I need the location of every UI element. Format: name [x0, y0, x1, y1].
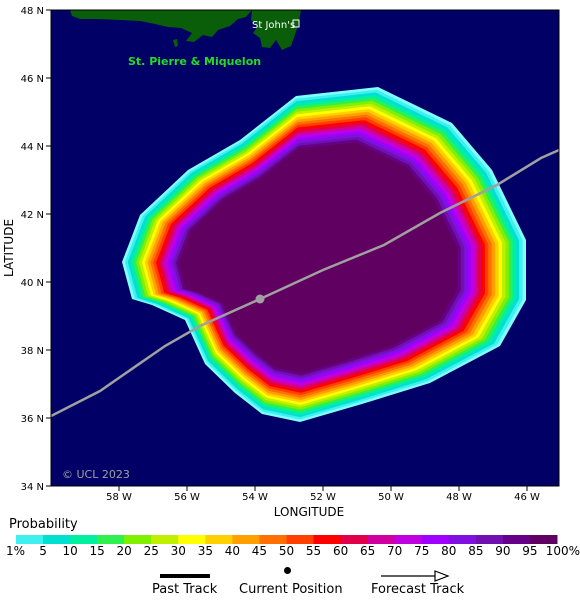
- legend-value-label: 35: [197, 544, 213, 558]
- legend-value-label: 25: [143, 544, 159, 558]
- past-track-label: Past Track: [152, 582, 218, 597]
- legend-color-swatch: [394, 535, 423, 544]
- legend-color-swatch: [475, 535, 504, 544]
- probability-legend-title: Probability: [9, 517, 78, 532]
- legend-color-swatch: [259, 535, 287, 544]
- legend-color-swatch: [97, 535, 125, 544]
- lat-tick-label: 38 N: [21, 346, 44, 357]
- legend-color-swatch: [502, 535, 531, 544]
- current-position-marker: [255, 294, 265, 304]
- legend-color-swatch: [124, 535, 152, 544]
- legend-color-swatch: [286, 535, 315, 544]
- lon-tick-label: 56 W: [174, 492, 200, 503]
- legend-value-label: 40: [224, 544, 241, 558]
- legend-value-label: 10: [62, 544, 78, 558]
- lon-tick-label: 54 W: [242, 492, 268, 503]
- legend-value-label: 1%: [6, 544, 26, 558]
- past-track-line-icon: [160, 574, 210, 578]
- legend-color-swatch: [448, 535, 477, 544]
- legend-value-label: 5: [39, 544, 47, 558]
- st-pierre-miquelon-land: [173, 39, 178, 47]
- legend-value-label: 60: [332, 544, 349, 558]
- lat-tick-label: 36 N: [21, 414, 44, 425]
- stpierre-label: St. Pierre & Miquelon: [128, 55, 261, 68]
- legend-value-label: 75: [414, 544, 430, 558]
- y-axis-title: LATITUDE: [2, 219, 16, 277]
- longitude-axis: 58 W 56 W 54 W 52 W 50 W 48 W 46 W: [106, 486, 540, 503]
- legend-color-swatch: [529, 535, 558, 544]
- forecast-arrow-icon: [381, 570, 450, 582]
- legend-value-label: 55: [305, 544, 322, 558]
- legend-value-label: 65: [360, 544, 376, 558]
- legend-value-label: 15: [89, 544, 105, 558]
- lon-tick-label: 58 W: [106, 492, 132, 503]
- legend-color-swatch: [205, 535, 233, 544]
- forecast-track-legend: Forecast Track: [368, 565, 478, 605]
- legend-color-swatch: [313, 535, 342, 544]
- current-position-dot-icon: [284, 567, 291, 574]
- legend-value-label: 45: [251, 544, 268, 558]
- legend-value-label: 50: [278, 544, 295, 558]
- lat-tick-label: 34 N: [21, 482, 44, 493]
- legend-color-swatch: [232, 535, 260, 544]
- legend-value-label: 85: [468, 544, 484, 558]
- legend-value-label: 30: [170, 544, 186, 558]
- lon-tick-label: 48 W: [446, 492, 472, 503]
- storm-track-line: [51, 148, 559, 418]
- legend-color-swatch: [178, 535, 206, 544]
- newfoundland-land: [70, 10, 301, 50]
- legend-color-swatch: [151, 535, 179, 544]
- current-position-label: Current Position: [239, 582, 343, 597]
- lat-tick-label: 46 N: [21, 74, 44, 85]
- legend-color-swatch: [421, 535, 450, 544]
- probability-swath: [122, 87, 526, 422]
- lon-tick-label: 52 W: [310, 492, 336, 503]
- lon-tick-label: 50 W: [378, 492, 404, 503]
- current-position-legend: Current Position: [236, 565, 346, 605]
- legend-color-swatch: [70, 535, 98, 544]
- lat-tick-label: 48 N: [21, 6, 44, 17]
- lat-tick-label: 40 N: [21, 278, 44, 289]
- legend-color-swatch: [367, 535, 396, 544]
- stjohns-label: St John's: [252, 20, 295, 31]
- probability-color-bar: [16, 535, 558, 544]
- copyright-text: © UCL 2023: [62, 468, 130, 481]
- map-frame: [50, 9, 560, 487]
- legend-value-label: 80: [441, 544, 457, 558]
- lat-tick-label: 42 N: [21, 210, 44, 221]
- legend-value-label: 90: [495, 544, 511, 558]
- legend-value-label: 70: [387, 544, 403, 558]
- probability-legend-labels: 1% 5 10 15 20 25 30 35 40 45 50 55 60 65 70 75 80 85 90 95 1…: [0, 544, 580, 560]
- legend-color-swatch: [43, 535, 71, 544]
- x-axis-title: LONGITUDE: [274, 505, 344, 519]
- legend-value-label: 95: [522, 544, 538, 558]
- legend-color-swatch: [16, 535, 44, 544]
- lat-tick-label: 44 N: [21, 142, 44, 153]
- forecast-track-label: Forecast Track: [371, 582, 465, 597]
- city-marker-icon: [292, 19, 300, 28]
- legend-value-label: 20: [116, 544, 132, 558]
- latitude-axis: 48 N 46 N 44 N 42 N 40 N 38 N 36 N 34 N: [21, 6, 51, 493]
- lon-tick-label: 46 W: [514, 492, 540, 503]
- legend-color-swatch: [340, 535, 369, 544]
- past-track-legend: Past Track: [150, 565, 230, 605]
- probability-band: [178, 142, 458, 374]
- legend-value-label: 100%: [545, 544, 580, 558]
